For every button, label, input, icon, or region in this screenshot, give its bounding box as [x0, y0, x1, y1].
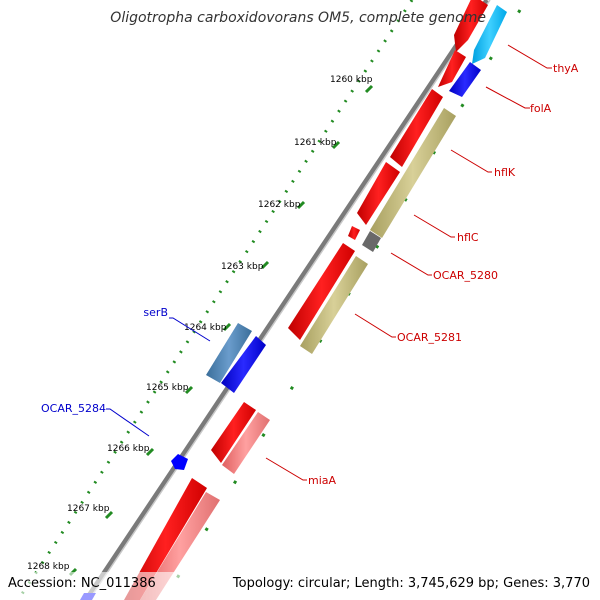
- leader-OCAR_5284: [106, 408, 150, 437]
- leader-miaA: [265, 457, 307, 481]
- gene-hflK-arrow[interactable]: [390, 89, 443, 167]
- accession-text: Accession: NC_011386: [8, 576, 156, 591]
- right-leader-lines: [265, 44, 552, 481]
- leader-OCAR_5281: [354, 313, 396, 338]
- kbp-label: 1265 kbp: [146, 383, 189, 393]
- gene-label-OCAR_5280[interactable]: OCAR_5280: [433, 269, 498, 282]
- kbp-tick: [364, 84, 374, 94]
- footer-backdrop: [0, 572, 600, 600]
- kbp-tick: [331, 140, 341, 150]
- backbone-highlight: [88, 0, 491, 600]
- feature-track-dashes: [168, 9, 522, 591]
- kbp-label: 1267 kbp: [67, 504, 110, 514]
- gene-serB-steel[interactable]: [206, 323, 252, 383]
- gene-thyA-arrow[interactable]: [454, 0, 488, 52]
- kbp-tick: [184, 385, 194, 395]
- gene-folA-arrow[interactable]: [438, 50, 466, 87]
- gene-OCAR_5284-blue[interactable]: [171, 454, 188, 470]
- gene-OCAR_5280-small[interactable]: [348, 226, 360, 240]
- gene-hflC-arrow[interactable]: [357, 162, 400, 225]
- leader-serB: [169, 317, 211, 342]
- leader-hflK: [450, 149, 492, 173]
- gene-label-hflK[interactable]: hflK: [494, 166, 516, 179]
- kbp-tick: [145, 447, 155, 457]
- kbp-label: 1268 kbp: [27, 562, 70, 572]
- kbp-label: 1266 kbp: [107, 444, 150, 454]
- gene-miaA-arrow[interactable]: [211, 402, 256, 463]
- gene-label-serB[interactable]: serB: [143, 306, 168, 319]
- gene-folA-blue[interactable]: [449, 62, 481, 97]
- kbp-label: 1264 kbp: [184, 323, 227, 333]
- kbp-label: 1260 kbp: [330, 75, 373, 85]
- kbp-tick: [104, 510, 114, 520]
- genome-title: Oligotropha carboxidovorans OM5, complet…: [110, 10, 486, 26]
- gene-label-thyA[interactable]: thyA: [553, 62, 579, 75]
- kbp-label: 1262 kbp: [258, 200, 301, 210]
- kbp-label: 1261 kbp: [294, 138, 337, 148]
- gene-serB-blue[interactable]: [221, 336, 266, 393]
- gene-thyA-cyan[interactable]: [472, 5, 507, 64]
- gene-OCAR_5281-olive[interactable]: [300, 256, 368, 354]
- kbp-tick: [260, 260, 270, 270]
- left-leader-lines: [106, 317, 211, 437]
- gene-hflK-olive[interactable]: [370, 108, 456, 238]
- gene-bottom-red[interactable]: [124, 478, 207, 600]
- summary-text: Topology: circular; Length: 3,745,629 bp…: [232, 576, 590, 591]
- leader-OCAR_5280: [390, 252, 432, 276]
- backbone-line: [83, 0, 490, 600]
- gene-label-OCAR_5281[interactable]: OCAR_5281: [397, 331, 462, 344]
- kbp-tick: [222, 322, 232, 332]
- gene-label-OCAR_5284[interactable]: OCAR_5284: [41, 402, 106, 415]
- kbp-tick: [296, 200, 306, 210]
- kbp-label: 1263 kbp: [221, 262, 264, 272]
- leader-hflC: [413, 214, 455, 238]
- gene-miaA-pink[interactable]: [222, 412, 270, 474]
- gene-label-miaA[interactable]: miaA: [308, 474, 337, 487]
- gene-OCAR_5281-arrow[interactable]: [288, 243, 355, 340]
- gene-OCAR_5280-grey[interactable]: [362, 231, 381, 252]
- gene-label-hflC[interactable]: hflC: [457, 231, 479, 244]
- leader-thyA: [507, 44, 552, 69]
- leader-folA: [485, 86, 530, 109]
- gene-label-folA[interactable]: folA: [530, 102, 552, 115]
